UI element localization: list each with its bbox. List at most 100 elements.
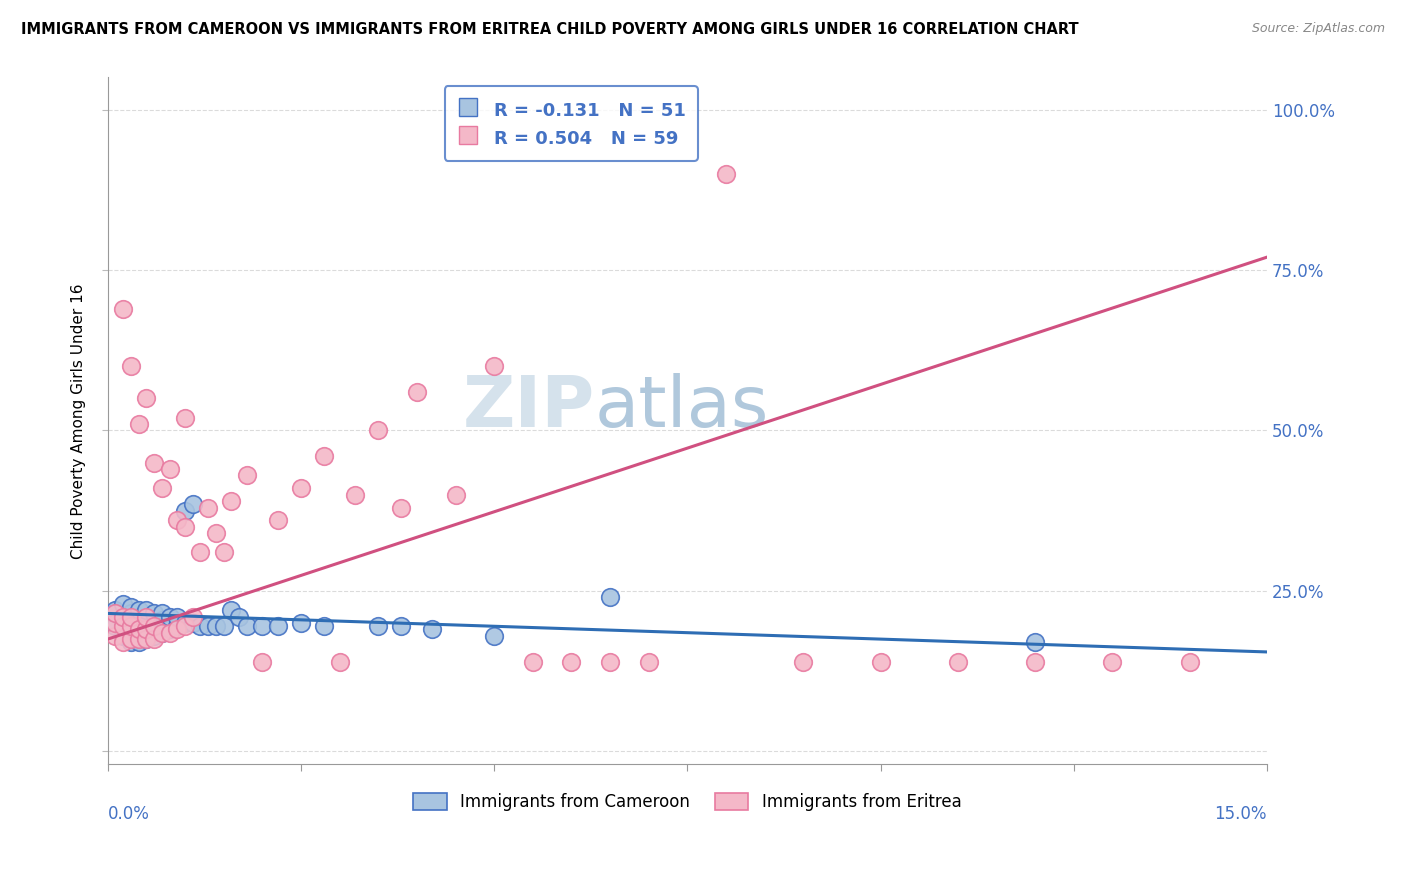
Point (120, 599, 142, 614)
Point (112, 609, 135, 624)
Point (221, 603, 243, 617)
Point (135, 632, 157, 646)
Point (221, 494, 243, 508)
Point (869, 655, 891, 669)
Point (420, 623, 443, 637)
Point (159, 609, 181, 624)
Point (637, 655, 659, 669)
Point (112, 619, 135, 633)
Point (135, 613, 157, 627)
Point (159, 462, 181, 476)
Point (1178, 655, 1201, 669)
Point (128, 623, 150, 637)
Point (174, 410, 197, 425)
Point (190, 619, 212, 633)
Text: atlas: atlas (595, 373, 769, 442)
Point (166, 619, 188, 633)
Legend: Immigrants from Cameroon, Immigrants from Eritrea: Immigrants from Cameroon, Immigrants fro… (406, 786, 967, 818)
Point (112, 609, 135, 624)
Point (344, 488, 367, 502)
Point (104, 607, 127, 621)
Point (599, 655, 621, 669)
Point (143, 607, 166, 621)
Point (104, 615, 127, 630)
Point (104, 629, 127, 643)
Point (166, 513, 188, 527)
Point (128, 609, 150, 624)
Text: 0.0%: 0.0% (108, 805, 149, 823)
Point (212, 545, 235, 559)
Point (150, 607, 173, 621)
Point (314, 619, 336, 633)
Point (174, 615, 197, 630)
Point (228, 609, 250, 624)
Point (212, 619, 235, 633)
Point (120, 609, 142, 624)
Point (135, 623, 157, 637)
Point (135, 632, 157, 646)
Point (946, 655, 969, 669)
Point (560, 655, 582, 669)
Point (252, 619, 274, 633)
Point (120, 619, 142, 633)
Point (290, 481, 312, 495)
Point (236, 468, 259, 483)
Point (135, 392, 157, 406)
Point (1024, 655, 1046, 669)
Point (1101, 655, 1123, 669)
Point (522, 655, 544, 669)
Point (150, 625, 173, 640)
Point (120, 609, 142, 624)
Point (314, 449, 336, 463)
Y-axis label: Child Poverty Among Girls Under 16: Child Poverty Among Girls Under 16 (72, 283, 86, 558)
Point (252, 655, 274, 669)
Point (714, 167, 737, 181)
Point (120, 632, 142, 646)
Point (143, 619, 166, 633)
Point (104, 619, 127, 633)
Text: IMMIGRANTS FROM CAMEROON VS IMMIGRANTS FROM ERITREA CHILD POVERTY AMONG GIRLS UN: IMMIGRANTS FROM CAMEROON VS IMMIGRANTS F… (21, 22, 1078, 37)
Point (135, 623, 157, 637)
Text: ZIP: ZIP (463, 373, 595, 442)
Point (205, 619, 228, 633)
Point (181, 609, 204, 624)
Point (112, 301, 135, 316)
Point (128, 603, 150, 617)
Point (174, 520, 197, 534)
Point (104, 603, 127, 617)
Point (267, 619, 290, 633)
Point (159, 623, 181, 637)
Point (150, 481, 173, 495)
Point (391, 500, 413, 515)
Point (329, 655, 352, 669)
Point (482, 359, 505, 374)
Point (128, 623, 150, 637)
Point (236, 619, 259, 633)
Point (112, 597, 135, 611)
Text: Source: ZipAtlas.com: Source: ZipAtlas.com (1251, 22, 1385, 36)
Point (112, 629, 135, 643)
Point (267, 513, 290, 527)
Point (599, 591, 621, 605)
Point (482, 629, 505, 643)
Point (405, 384, 427, 399)
Point (181, 615, 204, 630)
Point (112, 615, 135, 630)
Point (166, 609, 188, 624)
Point (120, 359, 142, 374)
Point (444, 488, 467, 502)
Point (174, 504, 197, 518)
Point (197, 619, 219, 633)
Point (1024, 635, 1046, 649)
Point (367, 619, 389, 633)
Point (143, 615, 166, 630)
Point (128, 632, 150, 646)
Point (190, 545, 212, 559)
Point (290, 615, 312, 630)
Point (135, 603, 157, 617)
Point (181, 497, 204, 511)
Point (120, 635, 142, 649)
Point (391, 619, 413, 633)
Point (143, 456, 166, 470)
Point (792, 655, 814, 669)
